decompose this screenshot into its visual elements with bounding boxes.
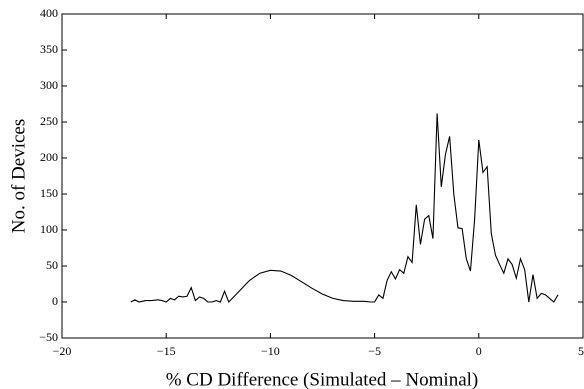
x-tick-label: 0 <box>476 344 482 358</box>
y-tick-label: 350 <box>40 42 58 56</box>
x-tick-label: −5 <box>368 344 381 358</box>
x-tick-label: −10 <box>261 344 280 358</box>
y-axis-label: No. of Devices <box>8 119 29 234</box>
plot-frame <box>61 13 584 339</box>
x-axis-label: % CD Difference (Simulated – Nominal) <box>166 369 479 389</box>
y-tick-label: 100 <box>40 222 58 236</box>
x-tick-label: −15 <box>157 344 176 358</box>
y-tick-label: 300 <box>40 78 58 92</box>
y-tick-label: 250 <box>40 114 58 128</box>
y-tick-label: 150 <box>40 186 58 200</box>
y-tick-label: 200 <box>40 150 58 164</box>
x-tick-label: 5 <box>578 344 584 358</box>
y-tick-label: −50 <box>39 330 58 344</box>
y-tick-label: 50 <box>46 258 58 272</box>
x-tick-label: −20 <box>53 344 72 358</box>
y-tick-label: 0 <box>52 294 58 308</box>
data-line <box>130 113 559 304</box>
y-tick-label: 400 <box>40 6 58 20</box>
